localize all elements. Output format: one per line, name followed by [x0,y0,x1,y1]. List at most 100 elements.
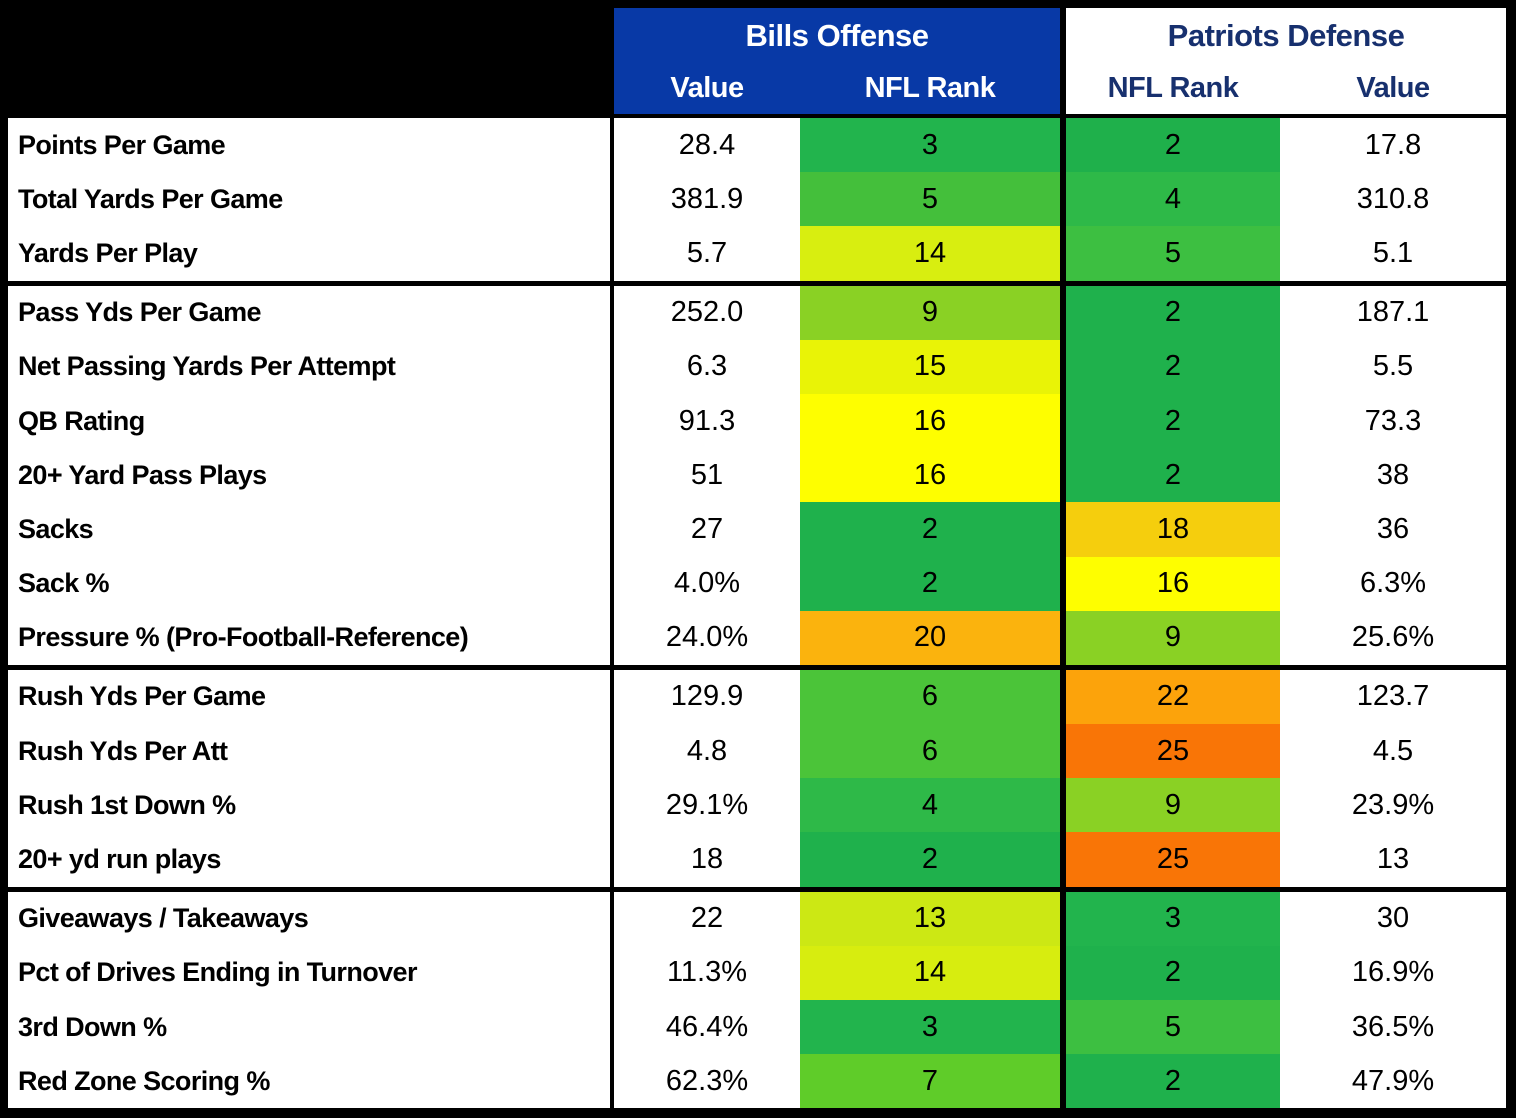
center-divider-cell [1060,393,1066,449]
stat-label: Pressure % (Pro-Football-Reference) [18,622,469,653]
center-divider-cell [1060,226,1066,281]
stat-label: 20+ Yard Pass Plays [18,459,267,490]
stats-table: Bills Offense Value NFL Rank Patriots De… [8,8,1506,1108]
table-row: Pass Yds Per Game 252.0 9 2 187.1 [8,285,1506,340]
bills-value-cell: 46.4% [665,1010,749,1043]
patriots-rank-cell: 3 [1066,891,1280,946]
bills-value-cell: 18 [690,843,724,876]
header-body-divider [8,114,1506,118]
stat-label: Net Passing Yards Per Attempt [18,351,396,382]
bills-value-cell: 24.0% [665,621,749,654]
bills-rank-cell: 15 [800,339,1060,394]
bills-rank-cell: 3 [800,1000,1060,1055]
center-divider-cell [1060,118,1066,173]
table-row: Total Yards Per Game 381.9 5 4 310.8 [8,172,1506,227]
bills-rank-cell: 5 [800,172,1060,227]
bills-value-cell: 4.8 [686,734,728,767]
patriots-rank-cell: 2 [1066,118,1280,173]
label-value-divider [610,669,614,725]
stat-label: 3rd Down % [18,1011,167,1042]
bills-rank-cell: 14 [800,226,1060,281]
bills-nfl-rank-column-header: NFL Rank [864,72,996,104]
table-row: Sack % 4.0% 2 16 6.3% [8,556,1506,611]
center-divider-cell [1060,669,1066,725]
bills-rank-cell: 4 [800,778,1060,833]
table-row: Rush Yds Per Game 129.9 6 22 123.7 [8,669,1506,725]
table-row: Yards Per Play 5.7 14 5 5.1 [8,226,1506,281]
patriots-rank-cell: 9 [1066,778,1280,833]
table-row: QB Rating 91.3 16 2 73.3 [8,393,1506,449]
table-body: Points Per Game 28.4 3 2 17.8 Total Yard… [8,118,1506,1108]
patriots-value-cell: 36 [1376,512,1410,545]
label-value-divider [610,891,614,946]
patriots-value-cell: 13 [1376,843,1410,876]
patriots-defense-title: Patriots Defense [1167,17,1405,53]
label-value-divider [610,393,614,449]
bills-rank-cell: 14 [800,945,1060,1000]
stat-label: Giveaways / Takeaways [18,903,309,934]
center-divider-cell [1060,448,1066,503]
patriots-rank-cell: 16 [1066,556,1280,611]
label-value-divider [610,118,614,173]
center-divider-cell [1060,1054,1066,1108]
patriots-value-cell: 30 [1376,902,1410,935]
label-value-divider [610,1054,614,1108]
patriots-rank-cell: 2 [1066,285,1280,340]
table-row: Rush 1st Down % 29.1% 4 9 23.9% [8,778,1506,833]
table-row: 20+ yd run plays 18 2 25 13 [8,832,1506,887]
patriots-value-cell: 47.9% [1351,1064,1435,1097]
center-divider-cell [1060,610,1066,665]
bills-value-column-header: Value [670,72,744,104]
patriots-rank-cell: 25 [1066,724,1280,779]
patriots-rank-cell: 2 [1066,1054,1280,1108]
label-value-divider [610,724,614,779]
label-value-divider [610,1000,614,1055]
stat-label: Rush Yds Per Game [18,681,266,712]
bills-value-cell: 28.4 [678,128,736,161]
bills-rank-cell: 2 [800,832,1060,887]
patriots-value-cell: 17.8 [1364,128,1422,161]
stat-label: Points Per Game [18,129,226,160]
bills-rank-cell: 16 [800,448,1060,503]
patriots-value-cell: 16.9% [1351,956,1435,989]
center-divider-cell [1060,945,1066,1000]
stat-section: Rush Yds Per Game 129.9 6 22 123.7 Rush … [8,664,1506,887]
patriots-value-cell: 38 [1376,458,1410,491]
label-value-divider [610,556,614,611]
table-row: Giveaways / Takeaways 22 13 3 30 [8,891,1506,946]
bills-offense-title: Bills Offense [745,17,930,53]
stat-label: Rush Yds Per Att [18,735,228,766]
patriots-value-cell: 5.5 [1372,350,1414,383]
bills-column-headers: Value NFL Rank [614,63,1060,114]
bills-rank-cell: 7 [800,1054,1060,1108]
patriots-value-column-header: Value [1356,72,1430,104]
table-row: 20+ Yard Pass Plays 51 16 2 38 [8,448,1506,503]
stat-label: Pct of Drives Ending in Turnover [18,957,417,988]
patriots-value-cell: 36.5% [1351,1010,1435,1043]
stat-label: Total Yards Per Game [18,183,283,214]
center-divider-cell [1060,502,1066,557]
bills-rank-cell: 2 [800,556,1060,611]
patriots-column-headers: NFL Rank Value [1066,63,1506,114]
bills-rank-cell: 3 [800,118,1060,173]
label-value-divider [610,832,614,887]
bills-value-cell: 27 [690,512,724,545]
table-row: Net Passing Yards Per Attempt 6.3 15 2 5… [8,339,1506,394]
patriots-value-cell: 4.5 [1372,734,1414,767]
label-value-divider [610,285,614,340]
stat-label: Red Zone Scoring % [18,1065,270,1096]
patriots-rank-cell: 9 [1066,610,1280,665]
stat-section: Pass Yds Per Game 252.0 9 2 187.1 Net Pa… [8,280,1506,665]
patriots-defense-header: Patriots Defense NFL Rank Value [1066,8,1506,114]
bills-rank-cell: 6 [800,724,1060,779]
center-divider [1060,8,1066,114]
center-divider-cell [1060,339,1066,394]
bills-value-cell: 29.1% [665,788,749,821]
patriots-rank-cell: 5 [1066,226,1280,281]
table-row: Pct of Drives Ending in Turnover 11.3% 1… [8,945,1506,1000]
bills-value-cell: 51 [690,458,724,491]
table-header: Bills Offense Value NFL Rank Patriots De… [8,8,1506,114]
table-row: Sacks 27 2 18 36 [8,502,1506,557]
table-row: 3rd Down % 46.4% 3 5 36.5% [8,1000,1506,1055]
